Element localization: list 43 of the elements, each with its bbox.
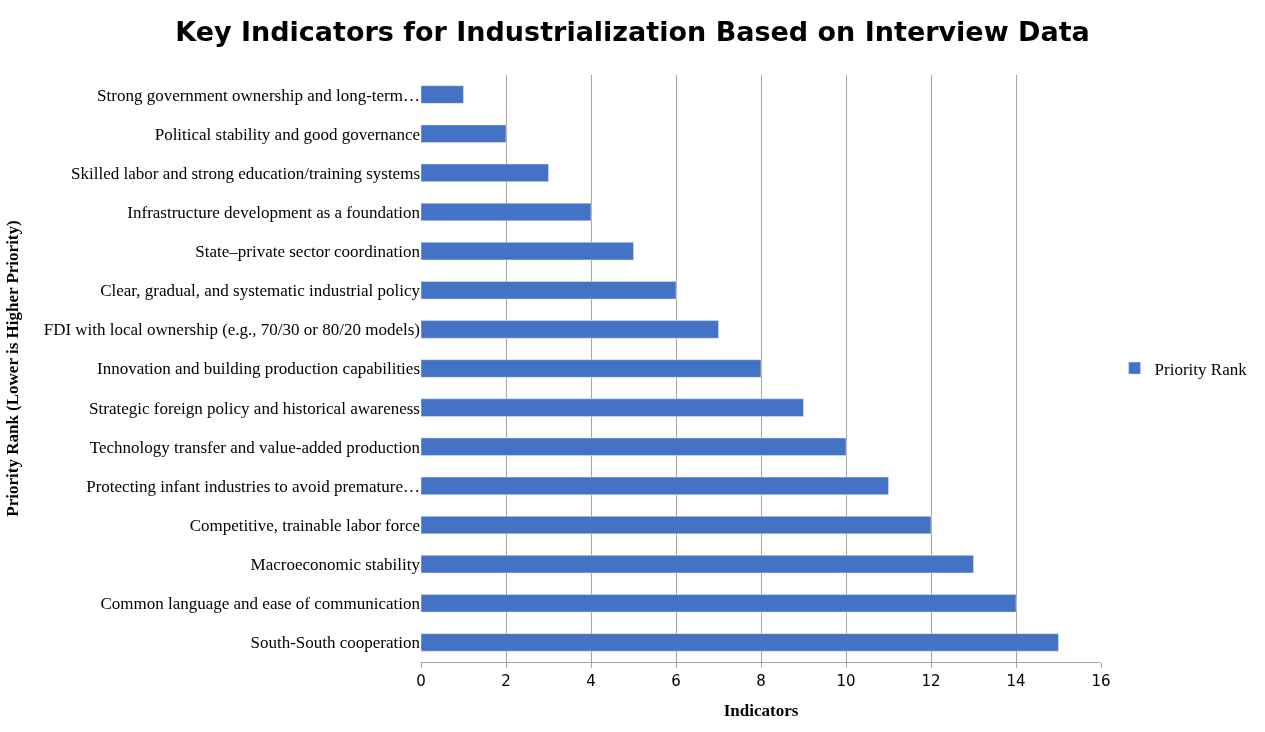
bar xyxy=(421,85,464,104)
x-tick-label: 0 xyxy=(416,672,426,690)
bar xyxy=(421,476,889,495)
bar xyxy=(421,555,974,574)
y-tick-label: Strong government ownership and long-term… xyxy=(97,85,420,105)
x-tick-label: 14 xyxy=(1006,672,1026,690)
bar xyxy=(421,398,804,417)
x-tick-label: 6 xyxy=(671,672,681,690)
bar xyxy=(421,359,762,378)
bar xyxy=(421,437,847,456)
bar xyxy=(421,124,507,143)
bar xyxy=(421,633,1059,652)
y-tick-label: Infrastructure development as a foundation xyxy=(127,202,421,222)
bar xyxy=(421,281,677,300)
y-axis-title: Priority Rank (Lower is Higher Priority) xyxy=(3,220,23,517)
y-tick-label: Innovation and building production capabilities xyxy=(97,359,420,379)
y-tick-label: Common language and ease of communication xyxy=(100,594,421,614)
y-tick-label: Skilled labor and strong education/training systems xyxy=(71,163,420,183)
chart-title: Key Indicators for Industrialization Based on Interview Data xyxy=(175,15,1090,47)
x-tick-label: 8 xyxy=(756,672,766,690)
y-tick-label: Competitive, trainable labor force xyxy=(189,515,420,535)
y-tick-label: State–private sector coordination xyxy=(195,242,421,262)
bar xyxy=(421,320,719,339)
y-tick-label: Technology transfer and value-added production xyxy=(89,437,421,457)
y-tick-label: Macroeconomic stability xyxy=(250,555,421,575)
x-tick-label: 2 xyxy=(501,672,511,690)
y-tick-label: Clear, gradual, and systematic industrial policy xyxy=(100,281,421,301)
y-tick-label: Strategic foreign policy and historical awareness xyxy=(89,398,420,418)
x-axis-title: Indicators xyxy=(723,701,799,721)
x-tick-label: 16 xyxy=(1091,672,1111,690)
y-tick-label: FDI with local ownership (e.g., 70/30 or 80/20 models) xyxy=(43,320,420,340)
bar xyxy=(421,594,1017,613)
bar xyxy=(421,242,634,261)
x-tick-label: 10 xyxy=(836,672,856,690)
x-tick-label: 12 xyxy=(921,672,941,690)
y-tick-label: South-South cooperation xyxy=(250,633,421,653)
y-tick-label: Protecting infant industries to avoid premature… xyxy=(86,476,420,496)
bar xyxy=(421,515,932,535)
y-tick-label: Political stability and good governance xyxy=(154,124,420,144)
bar xyxy=(421,163,549,182)
legend-label: Priority Rank xyxy=(1154,359,1248,379)
x-tick-label: 4 xyxy=(586,672,596,690)
bar xyxy=(421,202,592,222)
